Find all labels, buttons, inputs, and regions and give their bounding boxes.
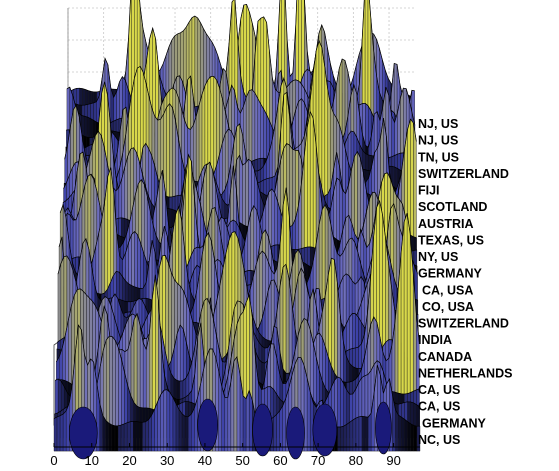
x-tick-label: 70 <box>311 453 325 468</box>
surface-facet <box>145 419 149 452</box>
row-label: NETHERLANDS <box>418 366 512 380</box>
surface-facet <box>245 390 250 452</box>
surface-facet <box>175 403 180 452</box>
surface-crest <box>54 293 420 415</box>
surface-trough <box>286 406 305 460</box>
surface-facet <box>395 409 399 452</box>
surface-facet <box>224 397 229 452</box>
surface-facet <box>160 389 164 452</box>
surface-facet <box>154 401 158 452</box>
surface-facet <box>151 408 155 452</box>
surface-facet <box>406 213 411 412</box>
surface-facet <box>222 253 227 373</box>
surface-facet <box>282 263 287 386</box>
row-label: NJ, US <box>418 117 458 131</box>
surface-trough <box>197 398 219 452</box>
surface-facet <box>56 415 61 452</box>
surface-facet <box>178 408 183 452</box>
surface-facet <box>285 264 290 386</box>
surface-facet <box>404 419 408 452</box>
surface-facet <box>62 410 67 452</box>
surface-facet <box>361 416 366 452</box>
row-label: GERMANY <box>422 416 487 430</box>
surface-facet <box>401 417 405 452</box>
x-tick-label: 50 <box>235 453 249 468</box>
surface-facet <box>115 340 119 439</box>
x-tick-label: 90 <box>386 453 400 468</box>
row-label: NY, US <box>418 250 458 264</box>
surface-facet <box>188 413 192 452</box>
surface-facet <box>157 394 161 452</box>
surface-facet <box>181 413 186 452</box>
surface-facet <box>349 419 354 452</box>
surface-facet <box>367 412 372 452</box>
surface-facet <box>282 398 286 452</box>
row-label: GERMANY <box>418 267 483 281</box>
row-label: FIJI <box>418 184 440 198</box>
surface-facet <box>172 397 177 452</box>
surface-facet <box>321 47 326 214</box>
surface-mesh <box>53 0 421 460</box>
surface-facet <box>310 111 314 267</box>
row-label: CA, US <box>418 383 460 397</box>
x-tick-label: 40 <box>198 453 212 468</box>
surface-facet <box>324 67 328 214</box>
x-tick-label: 0 <box>50 453 57 468</box>
row-label: NC, US <box>418 433 460 447</box>
surface-facet <box>163 389 168 452</box>
x-axis: 0 10 20 30 40 50 60 70 80 90 <box>50 443 420 468</box>
surface-facet <box>413 123 417 254</box>
surface-facet <box>148 414 152 452</box>
surface-facet <box>166 389 171 452</box>
surface-facet <box>194 15 198 122</box>
x-tick-label: 10 <box>84 453 98 468</box>
x-tick-label: 80 <box>349 453 363 468</box>
surface-facet <box>169 391 174 452</box>
row-label: SCOTLAND <box>418 200 487 214</box>
row-label: CO, USA <box>422 300 474 314</box>
x-tick-label: 60 <box>273 453 287 468</box>
x-tick-label: 20 <box>122 453 136 468</box>
surface-facet <box>355 416 360 452</box>
surface-facet <box>184 416 189 452</box>
row-label: CANADA <box>418 350 472 364</box>
row-label: NJ, US <box>418 134 458 148</box>
surface-trough <box>68 406 98 460</box>
surface-facet <box>273 414 277 452</box>
row-label: SWITZERLAND <box>418 317 509 331</box>
surface-facet <box>59 413 64 452</box>
row-label: TN, US <box>418 150 459 164</box>
row-label: CA, USA <box>422 283 473 297</box>
surface-facet <box>364 416 369 452</box>
surface-facet <box>102 414 107 452</box>
surface-facet <box>307 111 311 267</box>
row-label: SWITZERLAND <box>418 167 509 181</box>
surface-facet <box>191 408 195 452</box>
surface-facet <box>109 335 113 439</box>
surface-trough <box>375 401 392 455</box>
surface-facet <box>242 395 247 452</box>
row-label: INDIA <box>418 333 452 347</box>
row-label: CA, US <box>418 400 460 414</box>
surface-facet <box>410 118 414 254</box>
surface-trough <box>252 403 273 457</box>
surface-facet <box>233 356 238 452</box>
surface-crest <box>62 118 417 229</box>
row-label: TEXAS, US <box>418 233 484 247</box>
surface-crest <box>53 324 421 428</box>
surface-facet <box>398 414 402 452</box>
x-tick-label: 30 <box>160 453 174 468</box>
surface-facet <box>403 213 408 412</box>
surface-facet <box>358 416 363 452</box>
surface-trough <box>312 403 338 457</box>
surface-facet <box>112 336 116 439</box>
row-label: AUSTRIA <box>418 217 474 231</box>
surface-facet <box>276 410 280 452</box>
row-labels: NJ, US NJ, US TN, US SWITZERLAND FIJI SCOTLAN… <box>418 117 512 447</box>
surface-facet <box>118 348 122 439</box>
